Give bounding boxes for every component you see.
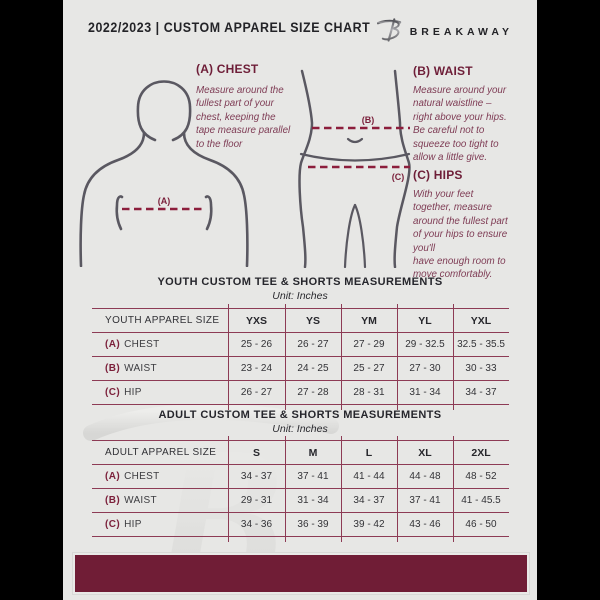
footer-bar [72, 552, 530, 595]
column-header: L [365, 446, 373, 459]
torso-diagram: (A) [79, 80, 249, 267]
adult-table-unit: Unit: Inches [272, 423, 328, 435]
column-header: YL [418, 314, 432, 327]
page-title: 2022/2023 | CUSTOM APPAREL SIZE CHART [88, 20, 371, 35]
column-header: YS [305, 314, 320, 327]
waist-instruction-text: Measure around your natural waistline – … [413, 85, 507, 164]
table-cell: 39 - 42 [353, 519, 385, 530]
table-cell: 34 - 36 [240, 519, 273, 530]
row-name: CHEST [124, 339, 160, 350]
adult-table-title: ADULT CUSTOM TEE & SHORTS MEASUREMENTS [158, 409, 442, 421]
table-cell: 28 - 31 [353, 387, 385, 398]
row-name: HIP [124, 519, 142, 530]
table-cell: 24 - 25 [297, 363, 329, 374]
youth-size-label: YOUTH APPAREL SIZE [105, 315, 220, 326]
hips-instruction-heading: (C) HIPS [413, 168, 463, 182]
youth-header-row: YOUTH APPAREL SIZE YXS YS YM YL YXL [92, 309, 509, 333]
chest-marker-label: (A) [158, 196, 171, 206]
table-cell: 34 - 37 [240, 471, 273, 482]
row-key: (A) [105, 339, 121, 350]
table-row-waist: (B) WAIST 23 - 24 24 - 25 25 - 27 27 - 30… [92, 357, 509, 381]
breakaway-b-logo-icon [376, 18, 401, 42]
table-cell: 30 - 33 [465, 363, 497, 374]
row-key: (B) [105, 363, 121, 374]
table-cell: 27 - 28 [297, 387, 329, 398]
table-cell: 37 - 41 [409, 495, 441, 506]
table-cell: 44 - 48 [409, 471, 441, 482]
table-cell: 23 - 24 [240, 363, 273, 374]
column-header: M [308, 446, 318, 459]
table-cell: 41 - 45.5 [461, 495, 501, 506]
table-cell: 31 - 34 [409, 387, 441, 398]
table-row-chest: (A) CHEST 34 - 37 37 - 41 41 - 44 44 - 48… [92, 465, 509, 489]
table-cell: 41 - 44 [353, 471, 385, 482]
table-cell: 34 - 37 [353, 495, 385, 506]
table-row-chest: (A) CHEST 25 - 26 26 - 27 27 - 29 29 - 32… [92, 333, 509, 357]
column-header: XL [418, 446, 432, 459]
adult-size-label: ADULT APPAREL SIZE [105, 447, 217, 458]
table-cell: 25 - 27 [353, 363, 385, 374]
column-header: 2XL [471, 446, 491, 459]
table-cell: 29 - 31 [240, 495, 273, 506]
table-cell: 37 - 41 [297, 471, 329, 482]
column-header: YM [361, 314, 377, 327]
row-key: (C) [105, 387, 121, 398]
youth-table-title: YOUTH CUSTOM TEE & SHORTS MEASUREMENTS [157, 276, 443, 288]
chest-instruction-heading: (A) CHEST [196, 62, 259, 76]
table-cell: 34 - 37 [465, 387, 497, 398]
hips-instruction-text: With your feet together, measure around … [413, 189, 508, 281]
table-cell: 26 - 27 [240, 387, 273, 398]
table-cell: 43 - 46 [409, 519, 441, 530]
youth-table-unit: Unit: Inches [272, 290, 328, 302]
row-key: (A) [105, 471, 121, 482]
adult-size-table: ADULT APPAREL SIZE S M L XL 2XL (A) CHEST… [92, 436, 509, 542]
waist-instruction-heading: (B) WAIST [413, 64, 473, 78]
row-name: WAIST [124, 495, 157, 506]
table-cell: 29 - 32.5 [405, 339, 445, 350]
table-cell: 27 - 30 [409, 363, 441, 374]
row-key: (B) [105, 495, 121, 506]
row-key: (C) [105, 519, 121, 530]
table-row-waist: (B) WAIST 29 - 31 31 - 34 34 - 37 37 - 41… [92, 489, 509, 513]
table-cell: 46 - 50 [465, 519, 497, 530]
table-cell: 31 - 34 [297, 495, 329, 506]
table-cell: 48 - 52 [465, 471, 497, 482]
row-name: HIP [124, 387, 142, 398]
table-cell: 32.5 - 35.5 [457, 339, 505, 350]
row-name: CHEST [124, 471, 160, 482]
table-row-hip: (C) HIP 34 - 36 36 - 39 39 - 42 43 - 46 4… [92, 513, 509, 537]
table-cell: 36 - 39 [297, 519, 329, 530]
table-cell: 27 - 29 [353, 339, 385, 350]
brand-name: BREAKAWAY [409, 26, 513, 38]
youth-size-table: YOUTH APPAREL SIZE YXS YS YM YL YXL (A) C… [92, 304, 509, 410]
column-header: YXS [245, 314, 267, 327]
chest-instruction-text: Measure around the fullest part of your … [196, 85, 291, 150]
column-header: S [252, 446, 260, 459]
table-cell: 26 - 27 [297, 339, 329, 350]
table-row-hip: (C) HIP 26 - 27 27 - 28 28 - 31 31 - 34 3… [92, 381, 509, 405]
hips-marker-label: (C) [392, 172, 405, 182]
column-header: YXL [470, 314, 492, 327]
document-page: B 2022/2023 | CUSTOM APPAREL SIZE CHART … [63, 0, 537, 600]
waist-marker-label: (B) [362, 115, 375, 125]
row-name: WAIST [124, 363, 157, 374]
table-cell: 25 - 26 [240, 339, 273, 350]
brand-block: BREAKAWAY [376, 15, 513, 43]
lower-body-diagram: (B) (C) [298, 69, 411, 268]
adult-header-row: ADULT APPAREL SIZE S M L XL 2XL [92, 441, 509, 465]
